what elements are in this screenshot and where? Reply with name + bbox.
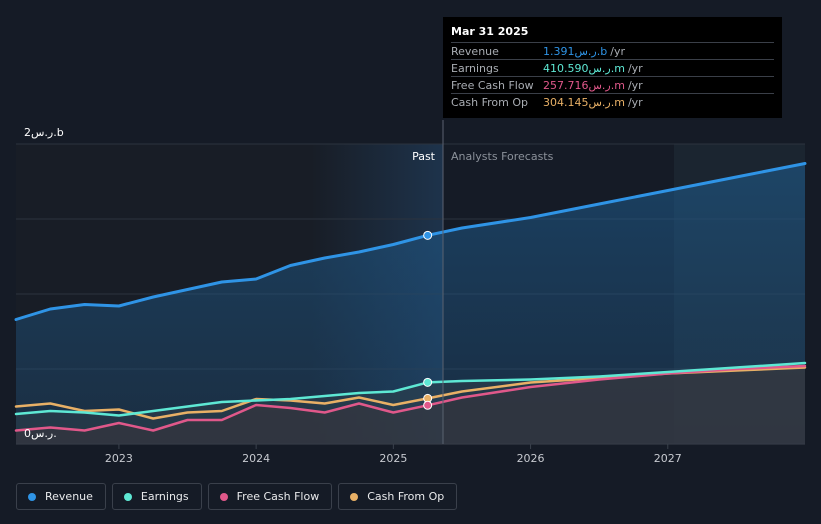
tooltip-unit: /yr — [627, 96, 643, 109]
tooltip-unit: /yr — [610, 45, 625, 58]
earnings-marker — [423, 377, 433, 387]
free-cash-flow-area — [16, 366, 805, 444]
y-axis-bottom-label: 0ر.س. — [24, 427, 57, 440]
tooltip-date: Mar 31 2025 — [451, 25, 529, 38]
free-cash-flow-line — [14, 364, 807, 432]
tooltip-value: 257.716ر.س.m — [543, 79, 625, 92]
revenue-marker — [423, 230, 433, 240]
legend-item-free-cash-flow[interactable]: Free Cash Flow — [207, 483, 333, 510]
revenue-line — [14, 162, 807, 321]
x-tick-label: 2024 — [242, 452, 270, 465]
legend-dot-icon — [219, 492, 228, 501]
tooltip: Mar 31 2025 Revenue 1.391ر.س.b /yr Earni… — [443, 17, 782, 118]
tooltip-value: 304.145ر.س.m — [543, 96, 625, 109]
tooltip-label: Revenue — [451, 45, 499, 58]
tooltip-row-revenue: Revenue 1.391ر.س.b /yr — [451, 42, 774, 59]
legend-item-revenue[interactable]: Revenue — [16, 483, 106, 510]
earnings-area — [16, 363, 805, 444]
x-tick-label: 2026 — [517, 452, 545, 465]
cash-from-op-line — [14, 366, 807, 420]
tooltip-label: Free Cash Flow — [451, 79, 534, 92]
free-cash-flow-marker — [423, 400, 433, 410]
tooltip-unit: /yr — [627, 79, 643, 92]
tooltip-value: 1.391ر.س.b — [543, 45, 608, 58]
legend-label: Cash From Op — [367, 490, 445, 503]
x-tick-label: 2023 — [105, 452, 133, 465]
legend-label: Revenue — [45, 490, 93, 503]
past-label: Past — [412, 150, 436, 163]
x-tick-label: 2027 — [654, 452, 682, 465]
tooltip-row-free-cash-flow: Free Cash Flow 257.716ر.س.m /yr — [451, 76, 774, 93]
tooltip-value: 410.590ر.س.m — [543, 62, 625, 75]
tooltip-unit: /yr — [627, 62, 643, 75]
legend-label: Earnings — [140, 490, 189, 503]
legend-dot-icon — [350, 492, 359, 501]
forecast-label: Analysts Forecasts — [451, 150, 554, 163]
legend-label: Free Cash Flow — [236, 490, 320, 503]
legend-item-cash-from-op[interactable]: Cash From Op — [338, 483, 458, 510]
legend-dot-icon — [123, 492, 132, 501]
tooltip-label: Earnings — [451, 62, 499, 75]
legend-item-earnings[interactable]: Earnings — [111, 483, 202, 510]
legend-dot-icon — [28, 492, 36, 501]
earnings-line — [14, 361, 807, 417]
revenue-area — [16, 163, 805, 444]
x-tick-label: 2025 — [379, 452, 407, 465]
tooltip-label: Cash From Op — [451, 96, 529, 109]
y-axis-top-label: 2ر.س.b — [24, 126, 64, 139]
legend: Revenue Earnings Free Cash Flow Cash Fro… — [16, 483, 458, 510]
tooltip-row-earnings: Earnings 410.590ر.س.m /yr — [451, 59, 774, 76]
tooltip-row-cash-from-op: Cash From Op 304.145ر.س.m /yr — [451, 93, 774, 110]
